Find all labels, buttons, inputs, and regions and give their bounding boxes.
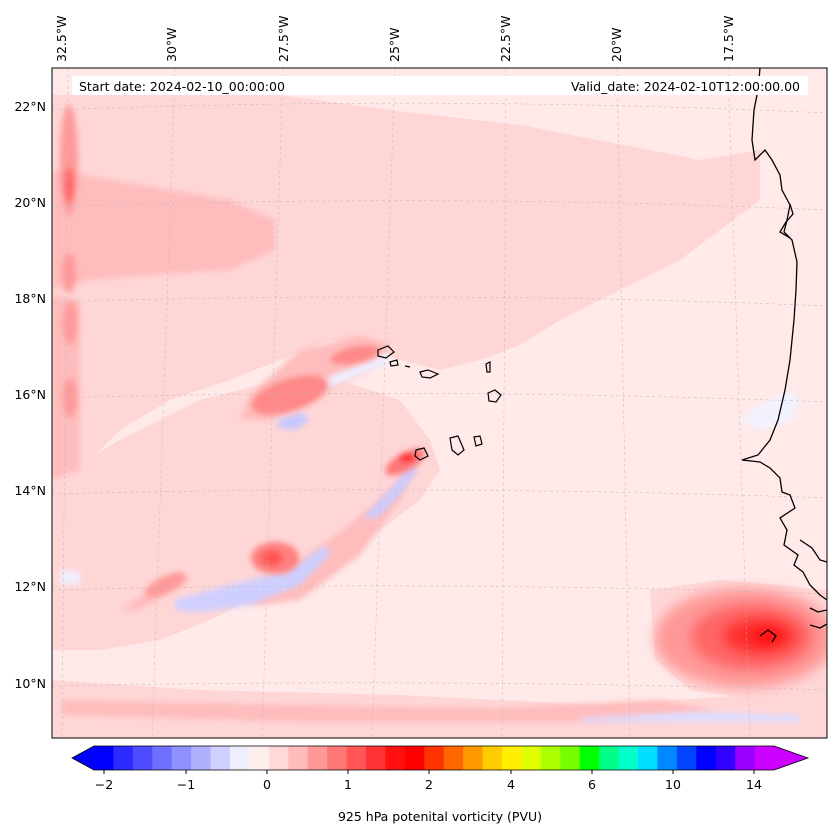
colorbar-swatch [638, 746, 658, 770]
colorbar-title: 925 hPa potenital vorticity (PVU) [338, 809, 542, 824]
colorbar-swatch [113, 746, 134, 770]
colorbar-tick-label: 2 [425, 777, 433, 792]
lon-label: 32.5°W [54, 16, 69, 62]
colorbar-swatch [424, 746, 445, 770]
lon-label: 30°W [164, 27, 179, 62]
colorbar-swatch [754, 746, 775, 770]
colorbar-swatch [152, 746, 173, 770]
lon-label: 20°W [609, 27, 624, 62]
colorbar-swatch [560, 746, 581, 770]
lat-label: 18°N [14, 291, 46, 306]
longitude-labels: 32.5°W 30°W 27.5°W 25°W 22.5°W 20°W 17.5… [54, 16, 736, 62]
colorbar-ticks: −2 −1 0 1 2 4 6 10 14 [95, 770, 762, 792]
colorbar-swatch [696, 746, 717, 770]
plot-area [52, 68, 827, 738]
colorbar-swatch [210, 746, 231, 770]
colorbar-tick-label: −1 [177, 777, 195, 792]
lat-label: 14°N [14, 483, 46, 498]
lon-label: 25°W [387, 27, 402, 62]
colorbar-tick-label: 6 [588, 777, 596, 792]
colorbar-swatch [171, 746, 192, 770]
colorbar-swatch [502, 746, 522, 770]
lat-label: 22°N [14, 99, 46, 114]
colorbar-swatch [366, 746, 386, 770]
colorbar-swatch [599, 746, 620, 770]
colorbar-tick-label: −2 [95, 777, 113, 792]
colorbar-swatch [521, 746, 542, 770]
colorbar-swatch [618, 746, 639, 770]
lat-label: 12°N [14, 579, 46, 594]
colorbar-swatch [463, 746, 484, 770]
colorbar-swatch [404, 746, 425, 770]
colorbar-extend-high [774, 746, 808, 770]
colorbar-swatch [346, 746, 367, 770]
colorbar-swatch [735, 746, 756, 770]
colorbar-swatch [482, 746, 503, 770]
colorbar-tick-label: 1 [344, 777, 352, 792]
colorbar-tick-label: 14 [746, 777, 762, 792]
colorbar-swatch [540, 746, 561, 770]
plot-frame [51, 67, 828, 739]
colorbar-swatch [307, 746, 328, 770]
cape-verde-islands [377, 345, 502, 461]
colorbar-swatch [715, 746, 736, 770]
latitude-labels: 22°N 20°N 18°N 16°N 14°N 12°N 10°N [14, 99, 46, 691]
colorbar-swatch [249, 746, 270, 770]
pv-max-coast [655, 588, 827, 688]
lon-label: 27.5°W [276, 16, 291, 62]
colorbar-swatch [676, 746, 697, 770]
colorbar-tick-label: 4 [507, 777, 515, 792]
valid-date-label: Valid_date: 2024-02-10T12:00:00.00 [571, 79, 800, 94]
colorbar-swatch [94, 746, 114, 770]
colorbar-extend-low [72, 746, 94, 770]
colorbar-swatch [132, 746, 153, 770]
colorbar-swatch [579, 746, 600, 770]
negative-pv-bands [60, 355, 800, 722]
colorbar-swatch [268, 746, 289, 770]
colorbar-swatch [443, 746, 464, 770]
lat-label: 20°N [14, 195, 46, 210]
colorbar [71, 745, 810, 771]
gridlines [52, 68, 827, 738]
colorbar-swatch [657, 746, 678, 770]
pv-maxima [60, 105, 425, 597]
lat-label: 16°N [14, 387, 46, 402]
colorbar-swatch [230, 746, 250, 770]
start-date-label: Start date: 2024-02-10_00:00:00 [79, 79, 285, 94]
colorbar-swatch [191, 746, 212, 770]
colorbar-swatch [385, 746, 406, 770]
colorbar-outline [71, 745, 810, 771]
header-box: Start date: 2024-02-10_00:00:00 Valid_da… [72, 76, 808, 95]
colorbar-swatch [327, 746, 348, 770]
pv-max-northwest-band [251, 375, 329, 415]
lat-label: 10°N [14, 676, 46, 691]
colorbar-tick-label: 10 [665, 777, 681, 792]
lon-label: 17.5°W [721, 16, 736, 62]
colorbar-tick-label: 0 [263, 777, 271, 792]
lon-label: 22.5°W [498, 16, 513, 62]
coastline [741, 68, 827, 643]
colorbar-swatch [288, 746, 309, 770]
